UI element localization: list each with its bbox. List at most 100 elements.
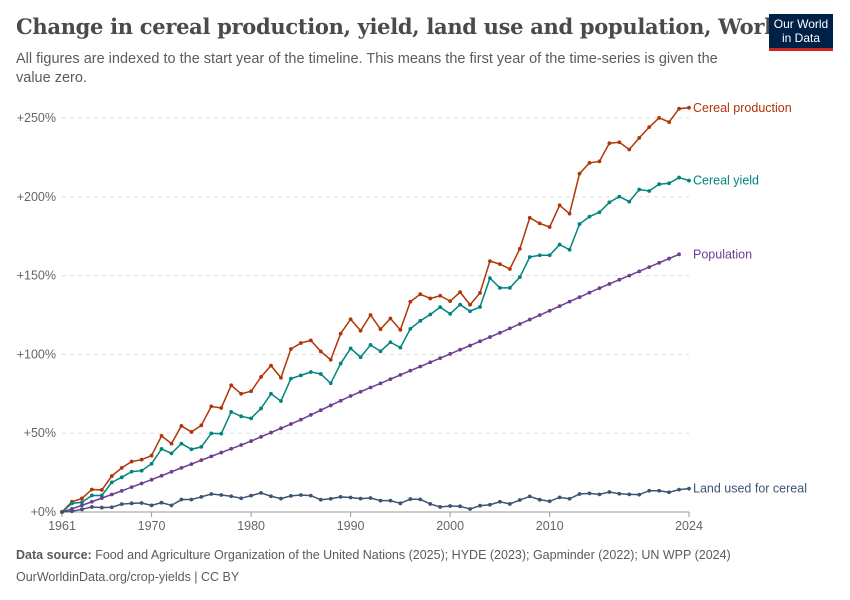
data-point [448,352,453,356]
data-point [338,398,343,403]
data-point [388,340,393,345]
data-point [169,441,174,446]
data-point [289,422,293,426]
data-point [219,493,224,497]
data-point [567,247,572,252]
data-point [398,345,403,350]
data-point [517,322,522,326]
data-point [139,468,144,473]
y-tick-label: +0% [31,505,56,519]
data-point [99,505,104,510]
data-point [368,496,373,500]
data-point [587,491,592,496]
data-point [249,389,253,394]
data-point [677,487,681,492]
data-point [657,488,662,493]
data-point [637,187,642,192]
data-point [468,343,472,348]
data-point [338,361,343,366]
data-point [318,408,323,413]
data-point [627,273,632,278]
data-point [348,495,353,500]
series-label: Population [693,247,752,261]
data-point [438,305,443,310]
owid-logo[interactable]: Our World in Data [769,14,833,51]
data-point [498,262,502,266]
data-point [209,454,214,459]
source-label: Data source: [16,548,92,562]
data-point [159,500,164,505]
data-point [229,494,234,499]
data-point [587,214,592,219]
data-point [478,305,482,309]
data-point [428,502,433,506]
data-point [189,430,194,434]
x-tick-label: 1980 [237,519,265,533]
data-point [577,492,582,496]
data-point [358,355,363,360]
data-point [667,120,671,124]
data-point [209,431,214,436]
data-point [527,255,532,259]
data-point [647,125,652,130]
data-point [428,360,433,365]
series-line [61,107,690,513]
data-point [298,493,303,497]
data-point [249,493,253,498]
data-point [99,493,104,498]
data-point [358,328,363,333]
data-point [478,339,482,344]
data-point [507,502,512,506]
data-source: Data source: Food and Agriculture Organi… [16,548,731,562]
data-point [209,404,214,409]
data-point [80,507,84,512]
data-point [557,495,562,500]
data-point [368,343,373,347]
url-license[interactable]: OurWorldinData.org/crop-yields | CC BY [16,570,240,584]
data-point [80,496,84,501]
data-point [677,252,681,257]
data-point [149,503,154,508]
data-point [318,372,323,376]
data-point [577,222,582,226]
data-point [109,480,114,485]
data-point [80,500,84,505]
data-point [667,490,671,495]
logo-text: Our World in Data [773,17,829,45]
data-point [388,498,393,503]
data-point [597,286,602,291]
data-point [328,357,333,362]
data-point [418,318,423,323]
data-point [129,501,134,506]
data-point [617,277,622,282]
data-point [159,447,164,451]
data-point [89,493,94,498]
data-point [687,178,691,183]
data-point [507,267,512,271]
data-point [259,491,263,495]
data-point [99,488,104,492]
data-point [667,181,671,186]
data-point [219,450,224,455]
data-point [468,507,472,511]
data-point [607,200,612,205]
data-point [318,497,323,502]
data-point [308,370,313,374]
series-line [61,487,690,513]
data-point [507,326,512,331]
data-point [209,492,214,496]
data-point [199,458,204,463]
data-point [388,316,393,321]
data-point [537,497,542,502]
data-point [259,434,263,439]
data-point [129,485,134,489]
data-point [547,253,552,258]
data-point [637,492,642,497]
data-point [647,265,652,269]
x-tick-label: 1970 [138,519,166,533]
data-point [448,311,453,316]
data-point [279,426,283,431]
x-tick-label: 2024 [675,519,703,533]
series-label: Cereal yield [693,174,759,188]
